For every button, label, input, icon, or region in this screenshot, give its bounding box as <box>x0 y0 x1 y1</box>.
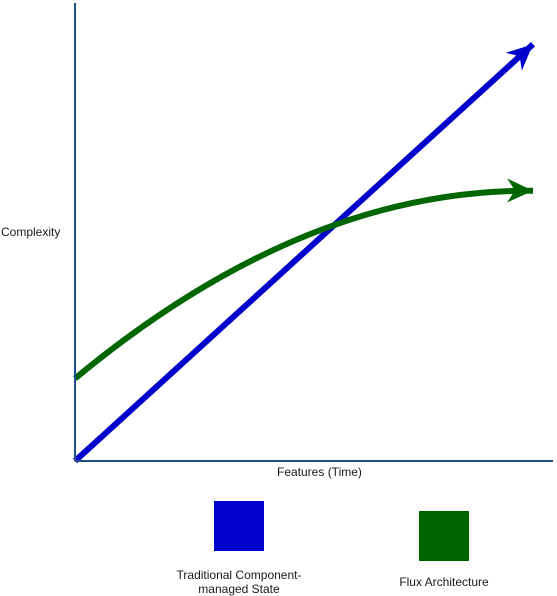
legend-label-traditional: Traditional Component-managed State <box>176 568 302 596</box>
x-axis-label: Features (Time) <box>277 465 362 479</box>
legend-label-flux: Flux Architecture <box>399 575 489 589</box>
series-layer <box>72 42 536 464</box>
arrow-head-traditional <box>505 44 533 71</box>
arrow-head-flux <box>506 178 533 203</box>
y-axis-label: Complexity <box>1 225 61 239</box>
legend-swatch-flux <box>419 511 469 561</box>
legend-swatch-traditional <box>214 501 264 551</box>
series-line-traditional <box>72 42 536 464</box>
series-line-flux <box>73 187 534 381</box>
